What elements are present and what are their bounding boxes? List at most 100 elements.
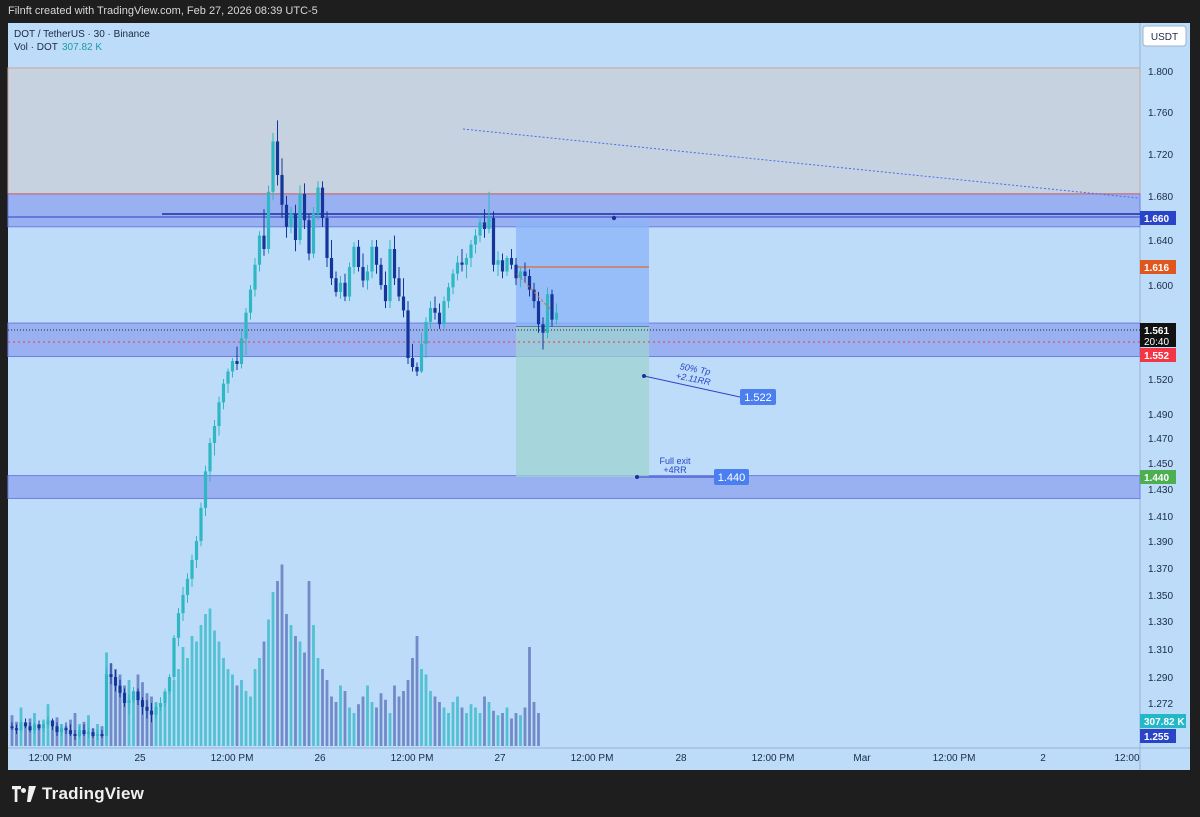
volume-bar [303,652,306,746]
volume-legend-label: Vol · DOT [14,42,58,53]
tp-full-sub: +4RR [663,465,687,475]
candle-body [41,724,46,729]
candle-body [221,383,226,403]
candle-body [334,278,338,292]
volume-bar [433,696,437,746]
candle-body [149,710,154,715]
candle-body [46,720,50,725]
volume-bar [186,658,189,746]
candle-body [523,271,527,276]
volume-bar [289,625,293,746]
volume-bar [258,658,261,746]
price-tag-red-text: 1.552 [1144,351,1169,362]
tp-partial-tag-text: 1.522 [744,392,772,404]
volume-bar [316,658,320,746]
risk-zone [516,219,649,327]
volume-bar [510,718,513,746]
volume-bar [492,710,495,746]
volume-bar [514,713,518,746]
price-axis-background [1140,23,1190,748]
candle-body [482,222,487,229]
volume-bar [195,641,198,746]
volume-bar [28,718,32,746]
volume-bar [123,685,126,746]
volume-bar [451,702,455,746]
candle-body [536,301,541,325]
volume-bar [465,713,468,746]
candle-body [527,276,532,290]
y-tick-label: 1.390 [1148,537,1173,548]
candle-body [541,324,545,333]
volume-bar [280,564,284,746]
volume-bar [307,581,311,746]
candle-body [118,685,122,693]
candle-body [361,267,365,281]
candle-body [518,271,523,279]
candle-body [491,218,496,265]
volume-bar [118,674,122,746]
x-tick-label: 12:00 PM [211,753,254,764]
candle-body [401,296,406,311]
candle-body [55,726,59,733]
volume-bar [415,636,419,746]
volume-bar [208,608,212,746]
trend-line [462,128,1139,199]
tp-partial-anchor [642,374,646,378]
candle-body [194,541,199,560]
volume-bar [136,674,140,746]
candle-body [356,246,361,267]
volume-bar [420,669,423,746]
candle-body [464,258,469,265]
volume-bar [10,715,14,746]
candle-body [104,674,109,736]
candle-body [293,213,298,240]
tp-full-anchor [635,475,639,479]
volume-bar [501,713,504,746]
profit-zone [516,326,649,477]
candle-body [329,258,334,279]
candle-body [374,246,379,265]
price-tag-teal [1140,714,1186,728]
x-tick-label: 12:00 PM [752,753,795,764]
volume-bar [172,680,176,746]
x-tick-label: 26 [314,753,326,764]
volume-bar [474,707,477,746]
tradingview-logo[interactable]: TradingView [12,782,144,806]
volume-bar [163,699,167,746]
candle-body [82,730,86,735]
y-tick-label: 1.310 [1148,645,1173,656]
time-axis-background [8,748,1190,770]
volume-bar [537,713,540,746]
candle-body [113,677,118,686]
x-tick-label: 2 [1040,753,1046,764]
volume-bar [469,704,473,746]
candle-body [455,262,460,274]
volume-bar [523,707,527,746]
candle-body [91,732,95,736]
volume-bar [199,625,203,746]
candle-body [235,361,239,364]
volume-bar [181,647,185,746]
candle-body [127,700,131,703]
volume-bar [370,702,374,746]
volume-bar [190,636,194,746]
y-tick-label: 1.600 [1148,281,1173,292]
volume-bar [217,641,221,746]
y-tick-label: 1.330 [1148,617,1173,628]
volume-bar [375,707,378,746]
x-tick-label: 25 [134,753,146,764]
currency-button [1142,25,1187,47]
tradingview-logo-icon [12,786,36,802]
candle-body [428,308,433,322]
candle-body [109,674,113,677]
x-tick-label: Mar [853,753,871,764]
candle-body [244,312,248,339]
candle-body [68,730,73,735]
candle-body [19,722,23,731]
tradingview-brand: TradingView [42,784,145,803]
y-tick-label: 1.680 [1148,192,1173,203]
volume-bar [379,693,383,746]
candle-body [28,726,32,731]
y-tick-label: 1.272 [1148,699,1173,710]
